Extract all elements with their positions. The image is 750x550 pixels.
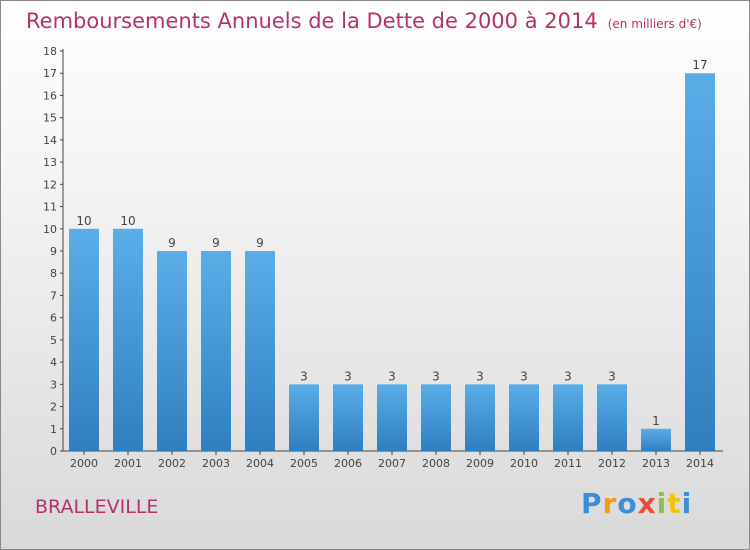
bar bbox=[289, 384, 319, 451]
y-tick-label: 7 bbox=[50, 289, 57, 302]
x-tick-label: 2002 bbox=[158, 457, 186, 470]
x-tick-label: 2010 bbox=[510, 457, 538, 470]
bar-value-label: 10 bbox=[120, 214, 135, 228]
bar-value-label: 3 bbox=[300, 369, 308, 383]
x-tick-label: 2005 bbox=[290, 457, 318, 470]
bar bbox=[377, 384, 407, 451]
bar bbox=[157, 251, 187, 451]
y-tick-label: 1 bbox=[50, 423, 57, 436]
bar-value-label: 17 bbox=[692, 58, 707, 72]
y-tick-label: 10 bbox=[43, 223, 57, 236]
y-tick-label: 5 bbox=[50, 334, 57, 347]
y-tick-label: 12 bbox=[43, 178, 57, 191]
chart-title: Remboursements Annuels de la Dette de 20… bbox=[26, 9, 702, 33]
x-tick-label: 2003 bbox=[202, 457, 230, 470]
bar-value-label: 3 bbox=[564, 369, 572, 383]
bar-value-label: 9 bbox=[212, 236, 220, 250]
bar-value-label: 3 bbox=[432, 369, 440, 383]
y-tick-label: 15 bbox=[43, 112, 57, 125]
y-tick-label: 13 bbox=[43, 156, 57, 169]
x-tick-label: 2011 bbox=[554, 457, 582, 470]
bar-value-label: 9 bbox=[256, 236, 264, 250]
bar bbox=[113, 228, 143, 451]
bar-value-label: 9 bbox=[168, 236, 176, 250]
x-tick-label: 2004 bbox=[246, 457, 274, 470]
bar bbox=[69, 228, 99, 451]
x-tick-label: 2007 bbox=[378, 457, 406, 470]
chart-title-text: Remboursements Annuels de la Dette de 20… bbox=[26, 9, 598, 33]
y-tick-label: 17 bbox=[43, 67, 57, 80]
x-tick-label: 2009 bbox=[466, 457, 494, 470]
commune-name: BRALLEVILLE bbox=[35, 496, 159, 518]
bar bbox=[597, 384, 627, 451]
y-tick-label: 11 bbox=[43, 201, 57, 214]
x-tick-label: 2014 bbox=[686, 457, 714, 470]
y-tick-label: 16 bbox=[43, 89, 57, 102]
x-tick-label: 2013 bbox=[642, 457, 670, 470]
y-tick-label: 8 bbox=[50, 267, 57, 280]
bar bbox=[685, 73, 715, 451]
y-tick-label: 0 bbox=[50, 445, 57, 458]
bar-value-label: 3 bbox=[520, 369, 528, 383]
y-tick-label: 9 bbox=[50, 245, 57, 258]
bar-value-label: 3 bbox=[344, 369, 352, 383]
bar bbox=[201, 251, 231, 451]
bar bbox=[465, 384, 495, 451]
x-tick-label: 2001 bbox=[114, 457, 142, 470]
y-tick-label: 14 bbox=[43, 134, 57, 147]
bar bbox=[553, 384, 583, 451]
bar-value-label: 3 bbox=[608, 369, 616, 383]
y-tick-label: 2 bbox=[50, 401, 57, 414]
x-tick-label: 2008 bbox=[422, 457, 450, 470]
y-tick-label: 18 bbox=[43, 45, 57, 58]
y-tick-label: 6 bbox=[50, 312, 57, 325]
bar bbox=[333, 384, 363, 451]
chart-subtitle: (en milliers d'€) bbox=[607, 17, 702, 31]
x-tick-label: 2000 bbox=[70, 457, 98, 470]
x-tick-label: 2012 bbox=[598, 457, 626, 470]
bar bbox=[245, 251, 275, 451]
bar-value-label: 10 bbox=[76, 214, 91, 228]
x-tick-label: 2006 bbox=[334, 457, 362, 470]
y-tick-label: 4 bbox=[50, 356, 57, 369]
bar bbox=[509, 384, 539, 451]
bar-value-label: 3 bbox=[388, 369, 396, 383]
bar bbox=[641, 428, 671, 451]
bar-value-label: 3 bbox=[476, 369, 484, 383]
bar bbox=[421, 384, 451, 451]
y-tick-label: 3 bbox=[50, 378, 57, 391]
proxiti-logo: Proxiti bbox=[581, 487, 693, 520]
bar-value-label: 1 bbox=[652, 414, 660, 428]
